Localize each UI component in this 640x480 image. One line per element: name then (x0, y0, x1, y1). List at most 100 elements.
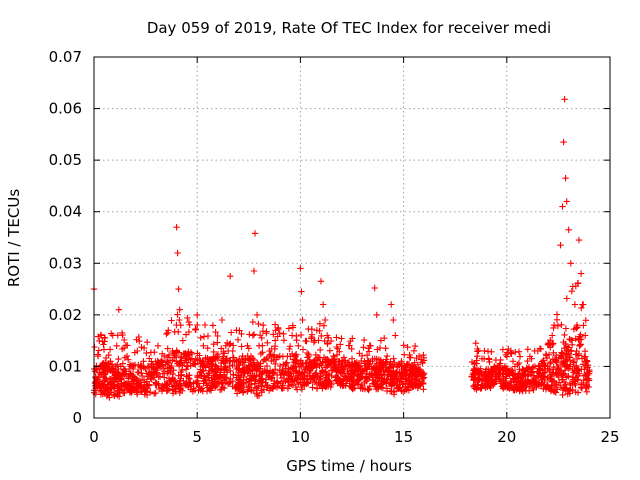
roti-point (356, 375, 363, 382)
roti-point (338, 335, 345, 342)
roti-point (233, 327, 240, 334)
roti-point (145, 370, 152, 378)
tick-labels: 0 5 10 15 20 25 0 0.01 0.02 0.03 0.04 0.05 0.06 0.07 (49, 48, 620, 446)
roti-point (202, 354, 209, 361)
roti-point (379, 384, 387, 392)
roti-point (176, 377, 184, 385)
roti-point (559, 376, 566, 383)
roti-point (578, 304, 585, 312)
roti-point (531, 363, 539, 370)
roti-point (120, 389, 127, 396)
roti-point (221, 350, 228, 357)
roti-point (285, 378, 293, 385)
roti-point (474, 345, 481, 353)
roti-point (568, 288, 575, 295)
roti-point (207, 385, 214, 392)
roti-point (272, 360, 279, 368)
roti-point (558, 352, 566, 360)
roti-point (279, 385, 286, 392)
roti-point (299, 371, 306, 379)
roti-point (248, 381, 255, 388)
roti-point (374, 381, 381, 388)
roti-point (297, 379, 304, 386)
roti-point (155, 373, 162, 380)
roti-point (402, 368, 409, 376)
roti-point (161, 352, 168, 360)
roti-point (401, 351, 408, 358)
roti-point (272, 366, 279, 373)
y-tick-label: 0.04 (49, 203, 82, 221)
roti-point (555, 354, 563, 361)
roti-point (488, 382, 495, 389)
roti-point (391, 388, 398, 396)
roti-point (548, 378, 555, 385)
roti-point (217, 386, 224, 394)
roti-point (105, 361, 112, 368)
roti-point (175, 285, 182, 293)
roti-point (567, 347, 575, 354)
roti-point (107, 379, 114, 386)
roti-point (164, 368, 172, 375)
roti-point (249, 318, 257, 326)
roti-point (280, 330, 287, 337)
roti-point (298, 288, 305, 295)
roti-point (197, 386, 204, 393)
roti-point (400, 342, 407, 349)
roti-point (563, 295, 570, 302)
roti-point (326, 347, 334, 354)
roti-point (261, 366, 269, 374)
roti-point (560, 385, 567, 392)
roti-point (95, 382, 103, 390)
roti-point (209, 322, 217, 329)
roti-point (100, 387, 107, 395)
roti-point (519, 382, 526, 389)
roti-point (310, 358, 317, 366)
roti-point (524, 346, 531, 353)
roti-point (550, 324, 557, 332)
roti-point (170, 378, 177, 385)
roti-point (187, 356, 194, 363)
roti-point (173, 382, 180, 389)
roti-point (568, 337, 576, 344)
roti-point (175, 372, 182, 379)
roti-point (552, 380, 559, 388)
roti-point (204, 345, 211, 352)
roti-point (319, 301, 327, 308)
roti-point (165, 327, 172, 334)
roti-point (292, 353, 299, 360)
roti-point (186, 321, 193, 328)
roti-point (509, 358, 517, 365)
roti-point (546, 385, 553, 392)
roti-point (253, 385, 261, 392)
roti-point (167, 364, 174, 372)
roti-point (214, 332, 221, 340)
roti-point (100, 341, 107, 348)
roti-point (174, 311, 181, 318)
roti-point (287, 364, 295, 371)
roti-point (421, 371, 428, 378)
roti-point (522, 368, 529, 375)
roti-point (585, 377, 593, 384)
roti-point (260, 322, 267, 329)
roti-point (349, 335, 356, 342)
roti-point (274, 333, 281, 340)
roti-point (134, 368, 141, 376)
roti-point (341, 375, 348, 382)
roti-point (580, 322, 587, 329)
roti-point (225, 347, 232, 355)
roti-point (378, 368, 385, 375)
roti-point (539, 376, 546, 383)
roti-point (389, 376, 396, 383)
roti-point (410, 365, 418, 373)
roti-point (106, 375, 114, 383)
roti-point (293, 337, 300, 344)
roti-point (545, 351, 553, 358)
roti-point (239, 389, 247, 396)
roti-point (472, 340, 479, 347)
roti-point (221, 377, 228, 384)
roti-point (100, 382, 107, 389)
roti-point (409, 371, 416, 379)
roti-point (138, 344, 145, 351)
roti-point (565, 226, 572, 233)
